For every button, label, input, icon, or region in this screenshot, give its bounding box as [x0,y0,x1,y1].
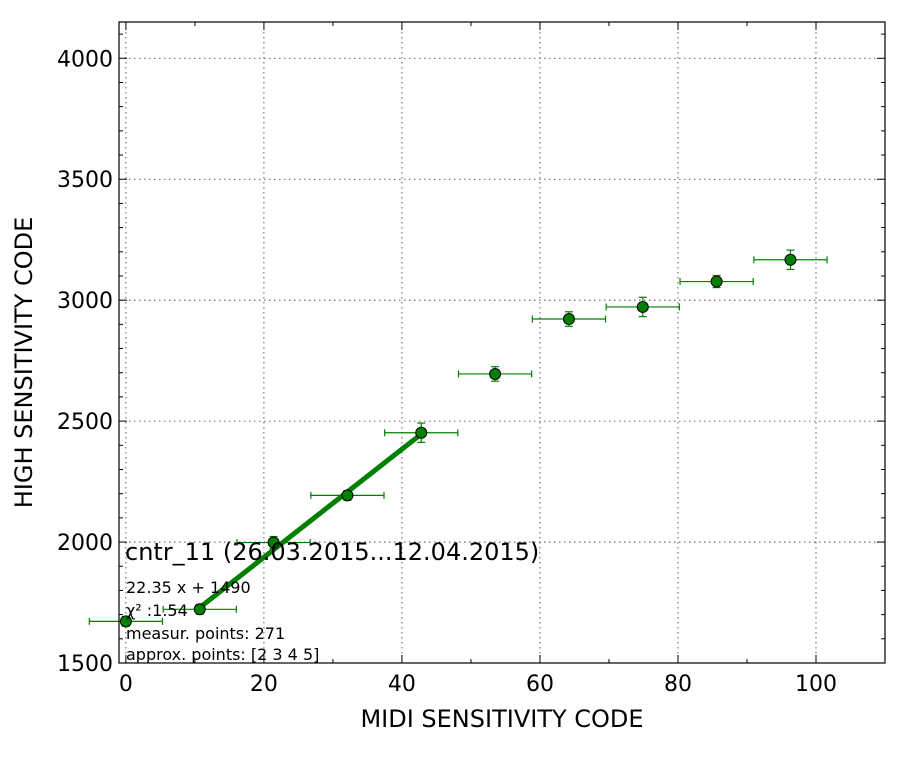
x-tick-label: 20 [250,672,278,697]
data-point [562,313,575,326]
y-tick-label: 1500 [57,652,113,677]
data-point [193,603,206,616]
fit-line [198,432,423,610]
y-tick-label: 3500 [57,168,113,193]
x-tick-label: 40 [388,672,416,697]
y-axis-label: HIGH SENSITIVITY CODE [10,217,38,509]
x-tick-label: 100 [795,672,837,697]
data-point [119,615,132,628]
y-tick-label: 3000 [57,289,113,314]
grid [119,22,885,664]
y-tick-label: 2000 [57,531,113,556]
tick-labels: 0 20 40 60 80 100 1500 2000 2500 3000 3500 4000 [57,47,837,697]
data-points [119,253,797,628]
annotation-block: cntr_11 (26.03.2015...12.04.2015) 22.35 … [125,538,539,664]
data-point [341,489,354,502]
plot-frame [118,21,886,664]
x-tick-label: 80 [664,672,692,697]
data-point [710,275,723,288]
data-point [267,536,280,549]
x-tick-label: 60 [526,672,554,697]
x-axis-label: MIDI SENSITIVITY CODE [360,705,643,733]
data-point [415,426,428,439]
x-tick-label: 0 [119,672,133,697]
y-tick-label: 2500 [57,410,113,435]
annotation-approx-points: approx. points: [2 3 4 5] [126,645,319,664]
ticks [119,22,885,664]
y-tick-label: 4000 [57,47,113,72]
data-point [636,300,649,313]
data-point [489,367,502,380]
fit-line-layer [198,432,423,610]
annotation-title: cntr_11 (26.03.2015...12.04.2015) [125,538,539,566]
annotation-equation: 22.35 x + 1490 [126,578,251,597]
annotation-chi2: χ² :1.54 [126,601,188,620]
data-point [784,253,797,266]
annotation-measur-points: measur. points: 271 [126,624,285,643]
